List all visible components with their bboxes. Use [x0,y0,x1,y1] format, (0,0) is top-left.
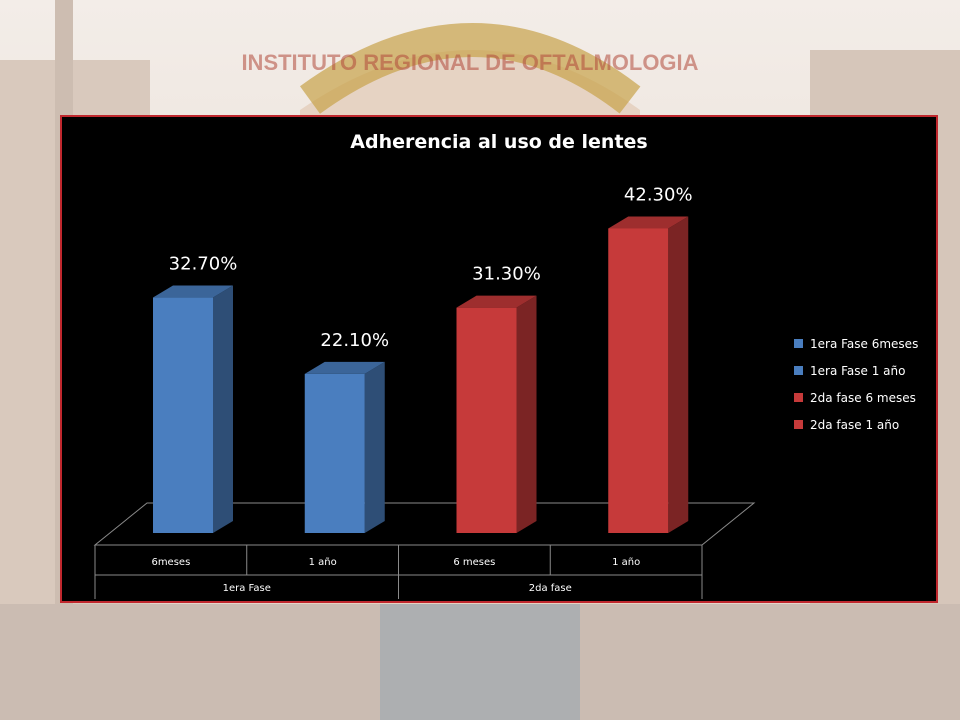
legend-item: 1era Fase 1 año [794,357,918,384]
legend-label: 2da fase 6 meses [810,390,916,405]
bar-front [304,373,365,533]
bar [153,285,233,533]
bar-side [364,361,385,533]
legend-label: 1era Fase 1 año [810,363,906,378]
bar-side [668,216,689,533]
data-label: 22.10% [320,330,389,351]
tick-label: 6meses [151,557,190,568]
tick-label: 6 meses [453,557,495,568]
bar [456,295,537,533]
legend-swatch [794,339,803,348]
bar-top [153,285,233,298]
banner-text: INSTITUTO REGIONAL DE OFTALMOLOGIA [241,50,698,75]
bar-top [304,361,385,374]
chart-panel: 32.70% 22.10% 31.30% 42.30% 6meses 1 año 6 me… [60,115,938,603]
bar [304,361,385,533]
bar-side [516,295,537,533]
legend-label: 2da fase 1 año [810,417,900,432]
bar-top [608,216,689,229]
chart-legend: 1era Fase 6meses 1era Fase 1 año 2da fase … [794,330,918,438]
legend-item: 1era Fase 6meses [794,330,918,357]
bar [608,216,689,533]
legend-item: 2da fase 6 meses [794,384,918,411]
bar-front [153,297,213,533]
data-label: 42.30% [624,184,693,205]
bar-front [456,307,517,533]
data-label: 31.30% [472,264,541,285]
data-label: 32.70% [169,254,238,275]
bar-side [213,285,233,533]
chart-title: Adherencia al uso de lentes [350,131,648,153]
bar-chart: 32.70% 22.10% 31.30% 42.30% 6meses 1 año 6 me… [93,184,756,599]
legend-item: 2da fase 1 año [794,411,918,438]
bar-top [456,295,537,308]
legend-swatch [794,393,803,402]
bar-front [608,228,669,533]
chart-floor [93,502,756,546]
legend-swatch [794,420,803,429]
legend-label: 1era Fase 6meses [810,336,919,351]
legend-swatch [794,366,803,375]
group-label: 1era Fase [223,583,271,594]
tick-label: 1 año [612,557,640,568]
tick-label: 1 año [309,557,337,568]
group-label: 2da fase [529,583,572,594]
